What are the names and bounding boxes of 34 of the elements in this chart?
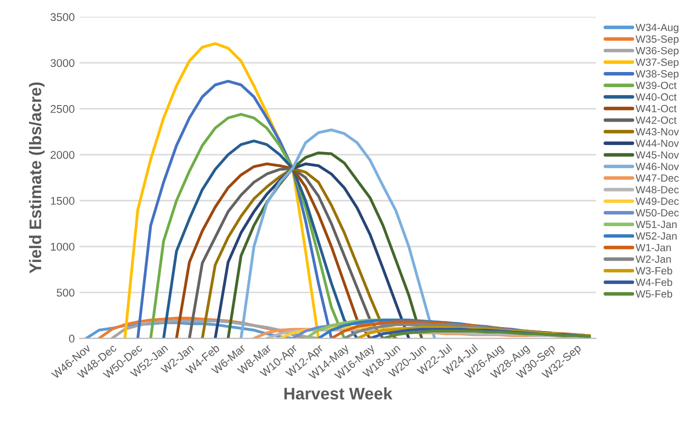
y-tick-label: 2000 [50,150,74,159]
y-tick-label: 3000 [50,59,74,67]
y-tick-label: 2500 [50,105,74,113]
legend-label: W1-Jan [636,244,671,252]
legend-label: W2-Jan [636,255,671,263]
legend-label: W37-Sep [636,58,679,68]
legend-label: W45-Nov [636,151,679,159]
legend-label: W3-Feb [636,266,672,274]
legend-label: W51-Jan [636,220,677,228]
legend-label: W46-Nov [636,162,679,170]
legend-label: W47-Dec [636,174,679,182]
legend-label: W4-Feb [636,278,672,286]
legend-label: W50-Dec [636,209,679,217]
legend-label: W5-Feb [636,290,672,298]
y-tick-label: 0 [69,334,74,343]
legend-label: W41-Oct [636,104,677,112]
legend-label: W42-Oct [636,116,677,124]
y-axis-title: Yield Estimate (lbs/acre) [29,82,45,274]
y-tick-label: 1000 [50,242,74,251]
legend-label: W52-Jan [636,232,677,240]
y-tick-label: 1500 [50,196,74,205]
legend-label: W34-Aug [636,24,678,34]
y-tick-label: 500 [56,288,74,297]
legend-label: W38-Sep [636,70,679,80]
legend-label: W39-Oct [636,82,677,90]
legend-label: W44-Nov [636,140,679,148]
legend-label: W43-Nov [636,128,679,136]
legend-label: W35-Sep [636,35,679,45]
legend-label: W48-Dec [636,186,679,194]
legend-label: W40-Oct [636,93,677,101]
y-tick-label: 3500 [50,13,74,22]
legend-label: W49-Dec [636,198,679,205]
legend-label: W36-Sep [636,46,679,56]
x-axis-title: Harvest Week [284,387,392,400]
